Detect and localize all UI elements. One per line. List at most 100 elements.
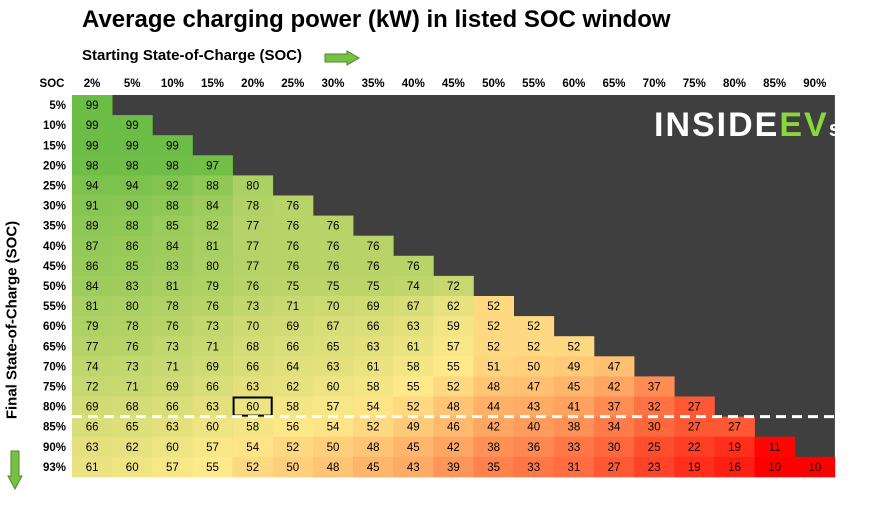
cell-value: 87: [86, 241, 99, 253]
heatmap-cell: [634, 376, 675, 397]
heatmap-cell: [553, 436, 595, 458]
cell-value: 48: [447, 402, 460, 414]
cell-value: 32: [648, 402, 661, 414]
cell-value: 71: [126, 382, 139, 394]
cell-value: 60: [246, 402, 259, 414]
heatmap-cell: [312, 296, 354, 317]
heatmap-cell: [152, 356, 193, 377]
heatmap-cell: [674, 416, 715, 438]
cell-value: 54: [367, 402, 380, 414]
heatmap-cell: [312, 436, 354, 458]
row-header: 5%: [49, 100, 66, 112]
cell-value: 83: [166, 261, 179, 273]
column-header: 20%: [241, 78, 264, 90]
cell-value: 19: [688, 462, 701, 474]
cell-value: 23: [648, 462, 661, 474]
heatmap-cell: [232, 275, 274, 297]
cell-value: 98: [86, 160, 99, 172]
row-header: 10%: [43, 120, 66, 132]
cell-value: 65: [126, 422, 139, 434]
heatmap-cell: [312, 396, 354, 417]
cell-value: 71: [206, 341, 219, 353]
cell-value: 27: [688, 402, 701, 414]
cell-value: 30: [608, 442, 621, 454]
cell-value: 76: [286, 241, 299, 253]
heatmap-cell: [714, 416, 755, 438]
heatmap-cell: [72, 396, 113, 417]
heatmap-cell: [232, 356, 274, 377]
heatmap-cell: [473, 356, 514, 377]
heatmap-cell: [272, 316, 314, 337]
column-header: 5%: [124, 78, 141, 90]
cell-value: 33: [527, 462, 540, 474]
heatmap-cell: [72, 95, 113, 116]
cell-value: 42: [447, 442, 460, 454]
heatmap-cell: [112, 316, 153, 337]
heatmap-cell: [112, 135, 153, 156]
cell-value: 42: [608, 382, 621, 394]
cell-value: 34: [608, 422, 621, 434]
column-header: 50%: [482, 78, 505, 90]
cell-value: 45: [568, 382, 581, 394]
heatmap-cell: [232, 296, 274, 317]
heatmap-cell: [353, 456, 394, 478]
cell-value: 70: [327, 301, 340, 313]
heatmap-cell: [714, 456, 755, 478]
cell-value: 81: [166, 281, 179, 293]
heatmap-cell: [513, 416, 555, 438]
cell-value: 76: [166, 321, 179, 333]
heatmap-cell: [393, 255, 434, 277]
column-header: 2%: [84, 78, 101, 90]
heatmap-cell: [312, 456, 354, 478]
heatmap-cell: [473, 336, 514, 357]
heatmap-cell: [393, 456, 434, 478]
cell-value: 99: [86, 140, 99, 152]
cell-value: 76: [327, 241, 340, 253]
cell-value: 44: [487, 402, 500, 414]
cell-value: 78: [166, 301, 179, 313]
cell-value: 91: [86, 201, 99, 213]
heatmap-cell: [192, 416, 233, 438]
cell-value: 27: [688, 422, 701, 434]
heatmap-cell: [312, 336, 354, 357]
cell-value: 56: [286, 422, 299, 434]
cell-value: 80: [126, 301, 139, 313]
column-header: 65%: [602, 78, 625, 90]
heatmap-cell: [433, 456, 474, 478]
heatmap-cell: [312, 275, 354, 297]
cell-value: 49: [407, 422, 420, 434]
row-header: 45%: [43, 261, 66, 273]
heatmap-cell: [433, 416, 474, 438]
cell-value: 38: [487, 442, 500, 454]
heatmap-cell: [72, 296, 113, 317]
cell-value: 60: [327, 382, 340, 394]
cell-value: 76: [286, 201, 299, 213]
cell-value: 76: [367, 241, 380, 253]
chart-title: Average charging power (kW) in listed SO…: [82, 6, 671, 33]
heatmap-cell: [72, 175, 113, 196]
cell-value: 84: [166, 241, 179, 253]
cell-value: 94: [86, 181, 99, 193]
column-header: 10%: [161, 78, 184, 90]
column-header: 60%: [562, 78, 585, 90]
cell-value: 64: [286, 361, 299, 373]
heatmap-cell: [473, 416, 514, 438]
heatmap-cell: [353, 336, 394, 357]
cell-value: 77: [246, 261, 259, 273]
heatmap-cell: [112, 356, 153, 377]
heatmap-cell: [112, 195, 153, 216]
heatmap-cell: [272, 296, 314, 317]
cell-value: 27: [728, 422, 741, 434]
heatmap-cell: [433, 316, 474, 337]
heatmap-cell: [513, 316, 555, 337]
cell-value: 22: [688, 442, 701, 454]
cell-value: 76: [367, 261, 380, 273]
heatmap-cell: [433, 336, 474, 357]
cell-value: 79: [206, 281, 219, 293]
cell-value: 78: [246, 201, 259, 213]
cell-value: 88: [126, 221, 139, 233]
cell-value: 68: [246, 341, 259, 353]
row-header: 30%: [43, 201, 66, 213]
heatmap-cell: [312, 376, 354, 397]
heatmap-cell: [152, 376, 193, 397]
